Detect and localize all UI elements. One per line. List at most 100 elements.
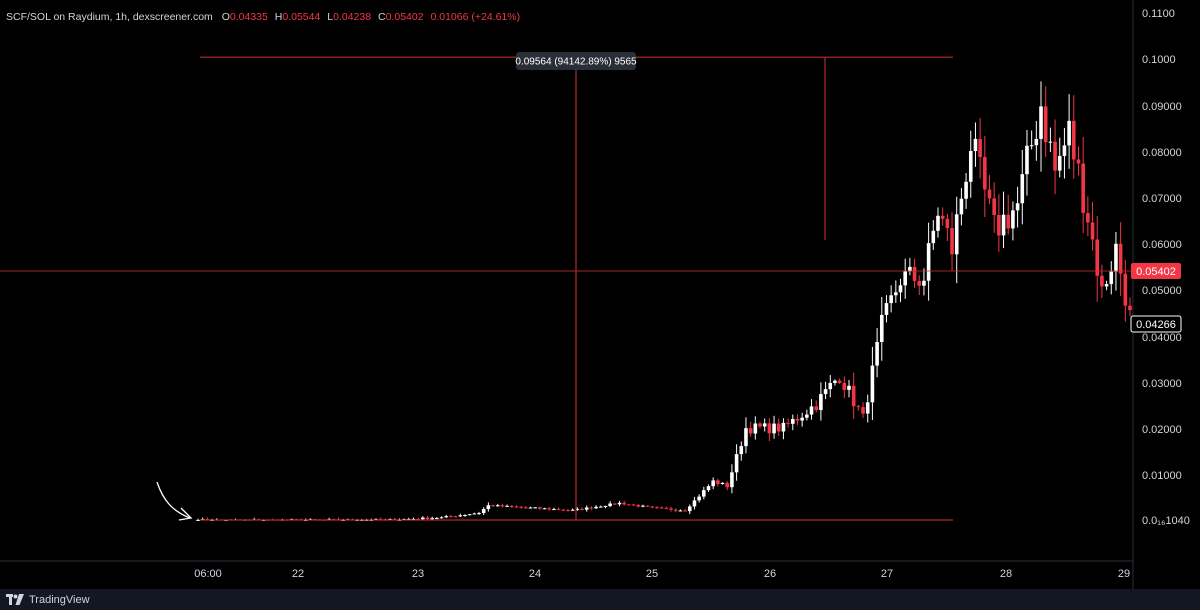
candle-body <box>664 507 669 509</box>
candle-body <box>631 504 636 506</box>
candle-body <box>687 506 692 512</box>
candle-body <box>659 507 664 509</box>
candle-body <box>547 508 552 510</box>
price-axis[interactable]: 0.1100 0.1000 0.09000 0.08000 0.07000 0.06000… <box>1142 8 1190 527</box>
candle-body <box>1001 214 1006 236</box>
candle-body <box>954 214 959 255</box>
measure-label-box <box>516 52 636 70</box>
time-tick-label: 27 <box>881 568 893 580</box>
candle-body <box>926 243 931 281</box>
candle-body <box>655 507 659 509</box>
candle-body <box>1025 145 1029 175</box>
symbol-title[interactable]: SCF/SOL on Raydium, 1h, dexscreener.com <box>6 11 213 23</box>
candle-body <box>1071 120 1076 160</box>
candle-body <box>552 509 556 511</box>
time-tick-label: 24 <box>529 568 541 580</box>
measure-label-text: 0.09564 (94142.89%) 9565 <box>515 57 637 68</box>
candle-body <box>463 514 467 516</box>
candle-body <box>467 514 472 516</box>
candle-body <box>856 406 861 408</box>
price-tick-label: 0.08000 <box>1142 147 1182 159</box>
candle-body <box>758 423 762 427</box>
candle-body <box>800 417 804 421</box>
candle-body <box>472 513 477 515</box>
candle-body <box>842 382 847 390</box>
candle-body <box>622 502 626 505</box>
plot-background <box>0 0 1200 589</box>
candle-body <box>542 508 547 510</box>
candle-body <box>1034 138 1039 146</box>
candles-group <box>196 81 1132 521</box>
price-tick-label: 0.1100 <box>1142 8 1175 20</box>
candle-body <box>608 503 612 507</box>
price-tick-label: 0.06000 <box>1142 239 1182 251</box>
low-value: 0.04238 <box>333 11 372 23</box>
candle-body <box>1006 214 1011 229</box>
symbol-legend: SCF/SOL on Raydium, 1h, dexscreener.com … <box>6 11 524 23</box>
last-price-badge-text: 0.05402 <box>1136 266 1176 278</box>
candle-body <box>762 423 767 427</box>
candle-body <box>1081 163 1085 214</box>
candle-body <box>1011 210 1015 229</box>
candle-body <box>1053 141 1057 171</box>
change-value: 0.01066 (+24.61%) <box>430 11 521 23</box>
candle-body <box>1095 239 1100 276</box>
candle-body <box>453 516 458 518</box>
candle-body <box>889 295 893 304</box>
candle-body <box>495 505 500 507</box>
candle-body <box>421 517 425 520</box>
candle-body <box>425 517 430 520</box>
candle-body <box>406 518 411 520</box>
candle-body <box>519 506 523 508</box>
measure-label: 0.09564 (94142.89%) 9565 <box>515 52 637 70</box>
candle-body <box>1043 106 1048 143</box>
candle-body <box>950 228 954 255</box>
tradingview-brand: TradingView <box>29 593 90 606</box>
candle-body <box>814 406 819 411</box>
candle-body <box>458 515 463 517</box>
candle-body <box>711 480 715 487</box>
candle-body <box>922 280 926 286</box>
candle-body <box>879 314 884 342</box>
candle-body <box>697 496 701 501</box>
candle-body <box>772 423 776 434</box>
candle-body <box>992 198 996 216</box>
close-value: 0.05402 <box>385 11 424 23</box>
candle-body <box>613 503 617 505</box>
candle-body <box>641 505 645 507</box>
price-tick-label: 0.1000 <box>1142 54 1176 66</box>
candle-body <box>1062 145 1067 156</box>
candle-body <box>790 418 795 424</box>
candle-body <box>805 414 809 418</box>
price-tick-label: 0.01000 <box>1142 470 1182 482</box>
candle-body <box>439 517 444 519</box>
candle-body <box>903 271 907 286</box>
candle-body <box>898 285 903 293</box>
candle-body <box>627 504 631 506</box>
candle-body <box>978 138 982 158</box>
time-tick-label: 22 <box>292 568 304 580</box>
candle-body <box>1039 106 1043 139</box>
time-tick-label: 23 <box>412 568 424 580</box>
candle-body <box>524 507 528 509</box>
price-chart[interactable]: 0.09564 (94142.89%) 9565 0.05402 0.04266 0… <box>0 0 1200 589</box>
candle-body <box>851 385 856 407</box>
time-tick-label: 26 <box>764 568 776 580</box>
last-price-badge-bg <box>1131 263 1181 279</box>
time-tick-label: 28 <box>1000 568 1012 580</box>
candle-body <box>809 406 814 415</box>
candle-body <box>964 181 968 199</box>
candle-body <box>1123 273 1128 306</box>
candle-body <box>486 505 491 510</box>
candle-body <box>589 507 594 509</box>
candle-body <box>617 502 622 505</box>
tradingview-icon <box>6 594 24 605</box>
candle-body <box>725 482 730 488</box>
time-axis[interactable]: 06:00 22 23 24 25 26 27 28 29 <box>194 568 1130 580</box>
candle-body <box>973 138 978 152</box>
candle-body <box>1090 222 1095 240</box>
candle-body <box>636 504 641 507</box>
tradingview-logo[interactable]: TradingView <box>6 594 90 606</box>
candle-body <box>538 507 542 509</box>
candle-body <box>833 380 837 383</box>
